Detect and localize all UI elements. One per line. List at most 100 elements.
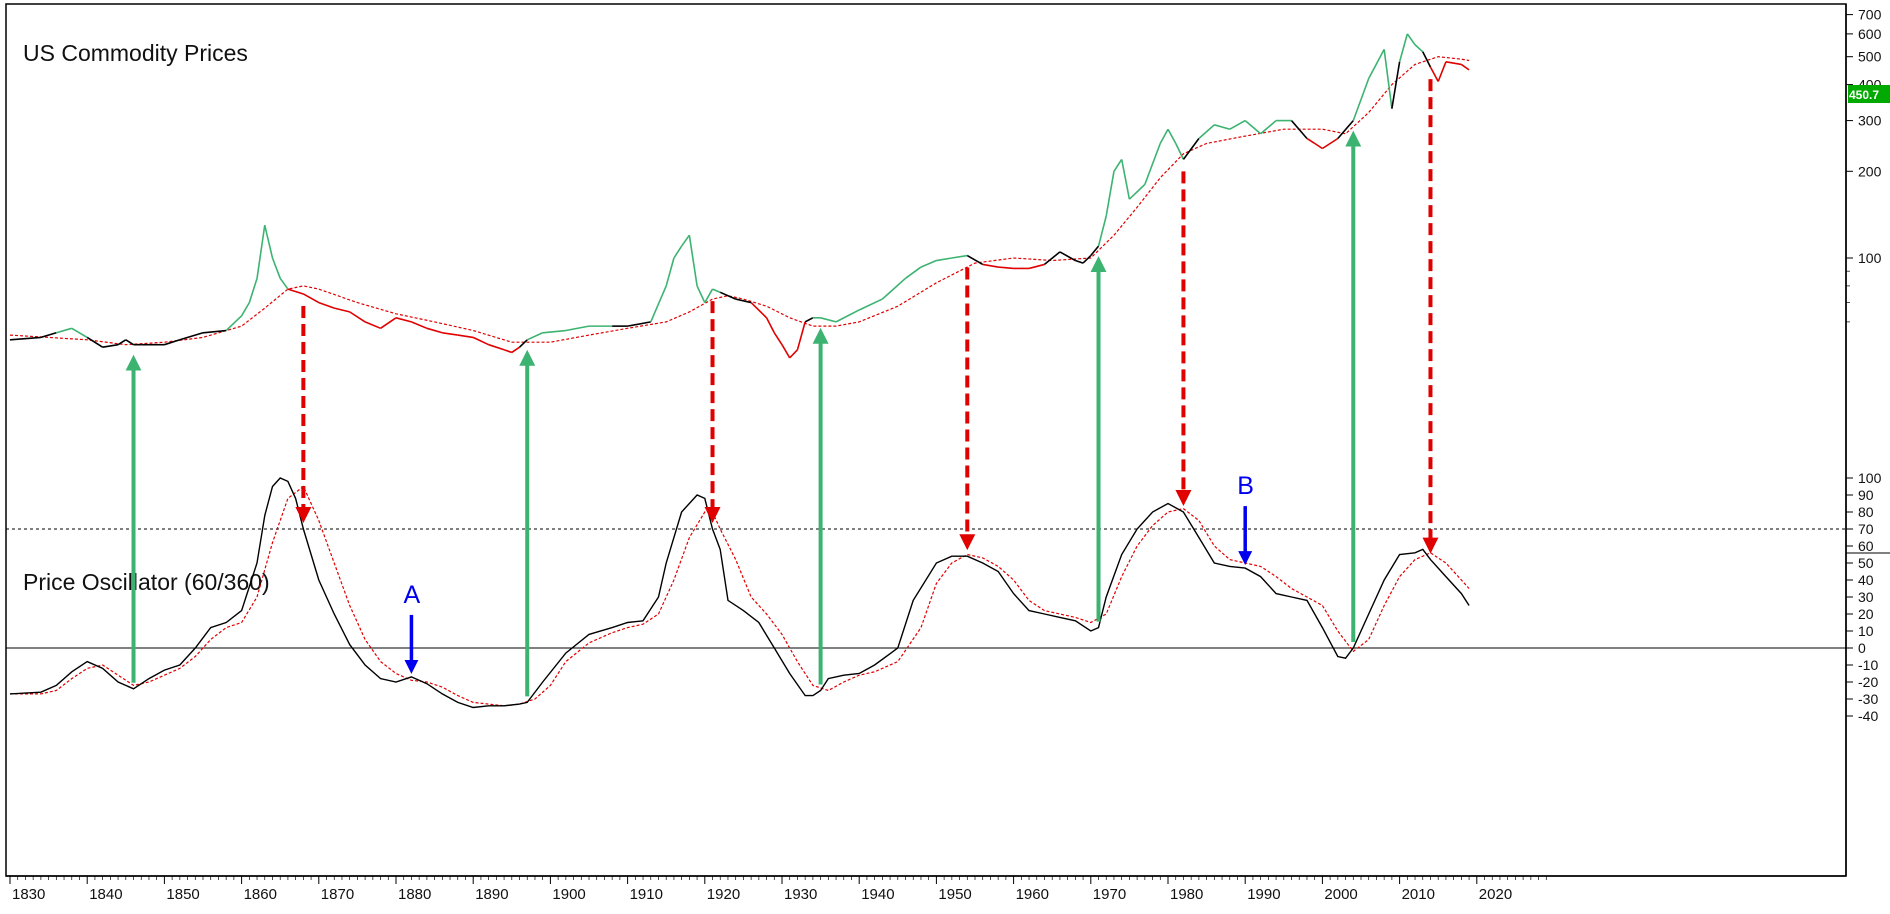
y-tick-label: 100 <box>1858 250 1882 266</box>
oscillator-line <box>9 477 1470 709</box>
price-segment <box>835 309 860 323</box>
price-segment <box>1097 215 1108 247</box>
bottom-panel-title: Price Oscillator (60/360) <box>23 569 270 595</box>
y-tick-label: -10 <box>1858 657 1878 673</box>
x-tick-label: 1830 <box>12 886 45 903</box>
price-segment <box>526 332 544 341</box>
y-tick-label: 50 <box>1858 555 1874 571</box>
price-segment <box>1260 119 1277 135</box>
y-tick-label: 30 <box>1858 589 1874 605</box>
oscillator-reference-lines <box>6 528 1846 649</box>
price-segment <box>1422 51 1432 68</box>
y-tick-label: 100 <box>1858 470 1882 486</box>
x-tick-label: 1960 <box>1016 886 1049 903</box>
price-segment <box>164 339 181 346</box>
price-segment <box>966 254 984 266</box>
price-segment <box>472 336 489 346</box>
y-tick-label: 80 <box>1858 504 1874 520</box>
price-segment <box>9 336 41 341</box>
price-segment <box>1437 61 1447 82</box>
price-segment <box>712 288 721 294</box>
x-tick-label: 2010 <box>1402 886 1435 903</box>
price-segment <box>688 235 698 287</box>
price-segment <box>1059 251 1076 262</box>
price-segment <box>665 257 675 287</box>
price-segment <box>1321 137 1339 150</box>
x-tick-label: 1970 <box>1093 886 1126 903</box>
signal-arrows <box>125 79 1439 697</box>
price-segment <box>1445 61 1462 66</box>
price-segment <box>256 225 266 279</box>
price-segment <box>395 317 412 323</box>
y-tick-label: 60 <box>1858 538 1874 554</box>
price-segment <box>125 339 134 346</box>
x-tick-label: 1840 <box>89 886 122 903</box>
price-segment <box>704 288 714 304</box>
price-segment <box>858 298 883 311</box>
y-tick-label: 200 <box>1858 163 1882 179</box>
price-segment <box>1174 143 1185 160</box>
price-segment <box>1391 61 1401 109</box>
last-value-text: 450.7 <box>1849 88 1879 102</box>
y-tick-label: 20 <box>1858 606 1874 622</box>
y-tick-label: 0 <box>1858 640 1866 656</box>
moving-average-series <box>9 56 1470 346</box>
price-segment <box>1082 254 1092 264</box>
x-tick-label: 1990 <box>1247 886 1280 903</box>
price-segment <box>650 285 667 323</box>
price-segment <box>1214 124 1230 130</box>
x-tick-label: 1950 <box>938 886 971 903</box>
price-segment <box>565 325 590 332</box>
annotation-label-b: B <box>1237 472 1254 500</box>
price-segment <box>542 329 566 334</box>
price-segment <box>773 332 783 346</box>
price-segment <box>1406 33 1416 46</box>
price-segment <box>279 277 289 290</box>
price-segment <box>1113 158 1123 172</box>
moving-average-line <box>9 56 1470 346</box>
price-segment <box>71 327 88 339</box>
price-segment <box>735 298 752 304</box>
x-tick-label: 1860 <box>244 886 277 903</box>
price-segment <box>318 301 335 309</box>
price-segment <box>511 346 520 354</box>
price-segment <box>225 315 243 332</box>
price-segment <box>488 343 505 351</box>
x-tick-label: 1880 <box>398 886 431 903</box>
y-tick-label: 90 <box>1858 487 1874 503</box>
price-segment <box>248 278 258 303</box>
price-segment <box>719 291 737 300</box>
price-segment <box>240 302 251 317</box>
price-segment <box>503 349 513 354</box>
price-segment <box>765 317 775 334</box>
price-segment <box>1383 49 1393 109</box>
y-tick-label: 300 <box>1858 113 1882 129</box>
price-segment <box>349 311 366 323</box>
price-segment <box>1182 138 1200 160</box>
price-segment <box>1090 245 1100 257</box>
price-segment <box>1337 120 1354 140</box>
price-segment <box>881 277 907 300</box>
price-segment <box>1120 159 1131 200</box>
x-tick-label: 1900 <box>552 886 585 903</box>
price-segment <box>271 257 281 279</box>
price-segment <box>1414 44 1424 53</box>
price-segment <box>117 339 127 346</box>
price-segment <box>680 234 691 247</box>
price-segment <box>1144 143 1162 185</box>
price-segment <box>1352 78 1370 121</box>
price-segment <box>1128 183 1146 200</box>
price-segment <box>1075 259 1084 264</box>
price-segment <box>789 349 799 359</box>
price-segment <box>1229 119 1246 130</box>
price-segment <box>936 257 952 262</box>
price-segment <box>1028 263 1045 270</box>
price-segment <box>804 317 814 323</box>
price-segment <box>951 254 968 259</box>
oscillator-series <box>9 477 1470 709</box>
price-segment <box>696 285 706 303</box>
